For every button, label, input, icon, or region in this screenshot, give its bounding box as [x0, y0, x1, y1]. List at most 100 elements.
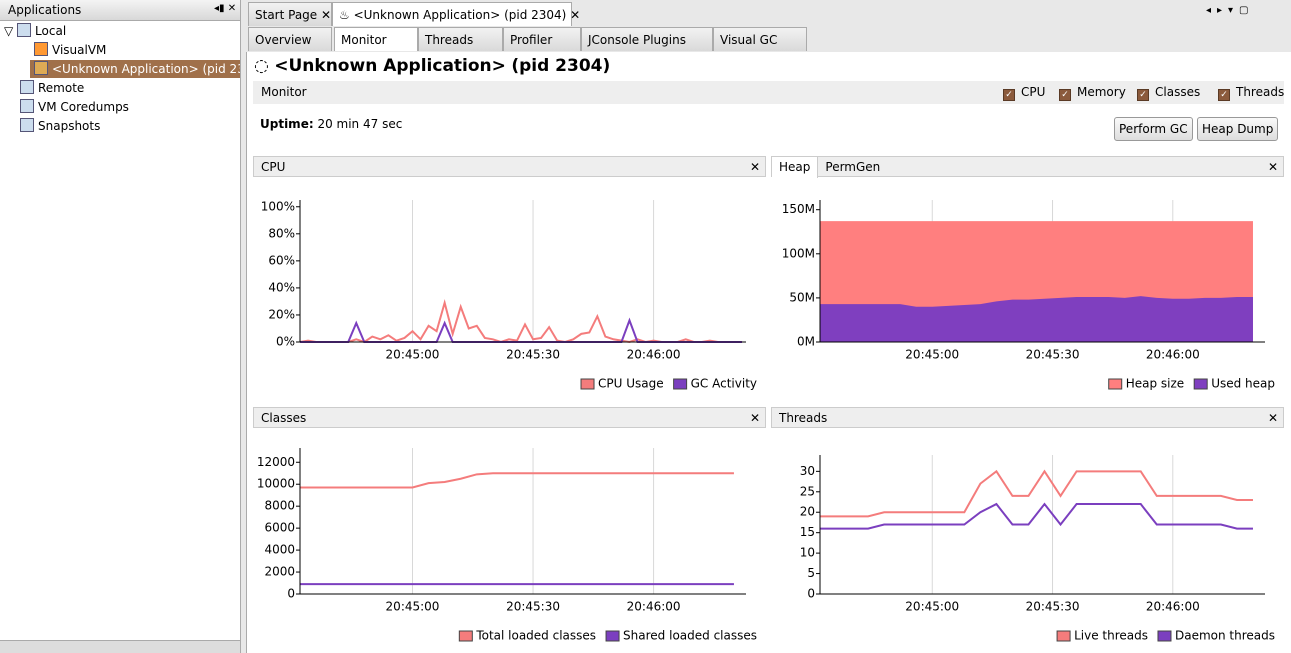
monitor-bar: Monitor ✓ CPU ✓ Memory ✓ Classes ✓ Threads [253, 81, 1284, 104]
subtab-label: Threads [425, 33, 474, 47]
legend-swatch [1108, 378, 1123, 390]
close[interactable]: ✕ [1267, 160, 1278, 174]
x-tick-label: 20:46:00 [627, 600, 681, 614]
y-tick-label: 10 [800, 546, 815, 560]
y-tick-label: 150M [782, 202, 815, 216]
panel-tab[interactable]: Heap [772, 157, 819, 178]
x-tick-label: 20:45:00 [386, 600, 440, 614]
x-tick-label: 20:45:00 [905, 600, 959, 614]
close[interactable]: ✕ [749, 160, 760, 174]
sidebar: Applications ◂▮ ✕ ▽ Local VisualVM <Unkno… [0, 0, 241, 653]
x-tick-label: 20:45:00 [905, 348, 959, 362]
x-tick-label: 20:45:30 [506, 348, 560, 362]
y-tick-label: 100M [782, 246, 815, 260]
checkbox-label: CPU [1021, 85, 1046, 99]
tree-label: Local [35, 24, 67, 38]
x-tick-label: 20:45:00 [386, 348, 440, 362]
y-tick-label: 20 [800, 505, 815, 519]
legend-label: Daemon threads [1175, 629, 1275, 643]
subtab[interactable]: Overview [248, 27, 332, 51]
y-tick-label: 4000 [264, 543, 295, 557]
area [820, 296, 1253, 342]
legend-swatch [605, 630, 620, 642]
subtab[interactable]: Threads [418, 27, 503, 51]
button[interactable]: Perform GC [1114, 117, 1193, 141]
legend-swatch [1193, 378, 1208, 390]
checkbox[interactable]: ✓ Memory [1059, 85, 1126, 101]
y-tick-label: 6000 [264, 521, 295, 535]
legend-swatch [673, 378, 688, 390]
legend-label: GC Activity [691, 377, 757, 391]
button[interactable]: Heap Dump [1197, 117, 1279, 141]
y-tick-label: 2000 [264, 565, 295, 579]
subtab-label: Visual GC [720, 33, 778, 47]
tree-label: VisualVM [52, 43, 107, 57]
tree-label: <Unknown Application> (pid 2304) [52, 62, 240, 76]
y-tick-label: 0M [797, 335, 815, 349]
y-tick-label: 0 [807, 587, 815, 601]
app-name: <Unknown Application> [274, 56, 506, 76]
legend-label: Shared loaded classes [623, 629, 757, 643]
window-controls[interactable]: ◂▸▾▢ [1206, 5, 1255, 16]
tree-item-selected[interactable]: <Unknown Application> (pid 2304) [30, 60, 240, 78]
uptime-label: Uptime: [260, 117, 314, 131]
legend-swatch [458, 630, 473, 642]
tree-item[interactable]: VM Coredumps [20, 98, 129, 116]
y-tick-label: 5 [807, 566, 815, 580]
header-icons[interactable]: ◂▮ ✕ [214, 3, 237, 14]
y-tick-label: 60% [268, 253, 295, 267]
x-tick-label: 20:46:00 [627, 348, 681, 362]
tree-label: Remote [38, 81, 85, 95]
checkbox[interactable]: ✓ CPU [1003, 85, 1045, 101]
y-tick-label: 40% [268, 280, 295, 294]
legend-label: Total loaded classes [475, 629, 596, 643]
panel-title: Threads [779, 411, 828, 425]
tab-active[interactable]: ♨ <Unknown Application> (pid 2304) ✕ [332, 2, 580, 26]
subtab-label: Monitor [341, 33, 387, 47]
sidebar-title: Applications [8, 3, 82, 17]
tab[interactable]: Start Page ✕ [248, 2, 332, 26]
panel-header: Heap PermGen ✕ [771, 156, 1284, 178]
panel-title: Classes [261, 411, 307, 425]
y-tick-label: 0 [287, 587, 295, 601]
y-tick-label: 25 [800, 484, 815, 498]
checkbox[interactable]: ✓ Classes [1137, 85, 1200, 101]
content [246, 52, 1291, 653]
legend-label: CPU Usage [598, 377, 664, 391]
subtab[interactable]: Profiler [503, 27, 581, 51]
subtab-label: Overview [255, 33, 312, 47]
subtab-active[interactable]: Monitor [334, 27, 418, 51]
app-pid: (pid 2304) [511, 56, 611, 76]
checkbox-label: Memory [1077, 85, 1126, 99]
tree-item[interactable]: VisualVM [34, 41, 106, 59]
legend-swatch [1056, 630, 1071, 642]
y-tick-label: 12000 [257, 455, 295, 469]
tab-label: Start Page [255, 8, 318, 22]
panel-header: Threads ✕ [771, 407, 1284, 428]
y-tick-label: 50M [789, 290, 815, 304]
subtab-label: JConsole Plugins [588, 33, 686, 47]
scrollbar[interactable] [0, 640, 240, 653]
uptime-value: 20 min 47 sec [317, 117, 403, 131]
tree-item[interactable]: Snapshots [20, 117, 100, 135]
checkbox-label: Classes [1155, 85, 1201, 99]
legend-label: Heap size [1126, 377, 1184, 391]
line [299, 298, 742, 344]
checkbox[interactable]: ✓ Threads [1218, 85, 1284, 101]
button-label: Perform GC [1119, 122, 1188, 136]
close[interactable]: ✕ [749, 411, 760, 425]
panel-tab[interactable]: PermGen [825, 160, 881, 174]
close[interactable]: ✕ [1267, 411, 1278, 425]
y-tick-label: 15 [800, 525, 815, 539]
panel-title: CPU [261, 160, 286, 174]
y-tick-label: 20% [268, 307, 295, 321]
y-tick-label: 100% [261, 199, 295, 213]
y-tick-label: 0% [276, 335, 295, 349]
subtab[interactable]: Visual GC [713, 27, 807, 51]
sidebar-header: Applications ◂▮ ✕ [0, 0, 240, 21]
tree-item[interactable]: Remote [20, 79, 84, 97]
subtab[interactable]: JConsole Plugins [581, 27, 713, 51]
tree-item[interactable]: ▽ Local [4, 23, 67, 38]
